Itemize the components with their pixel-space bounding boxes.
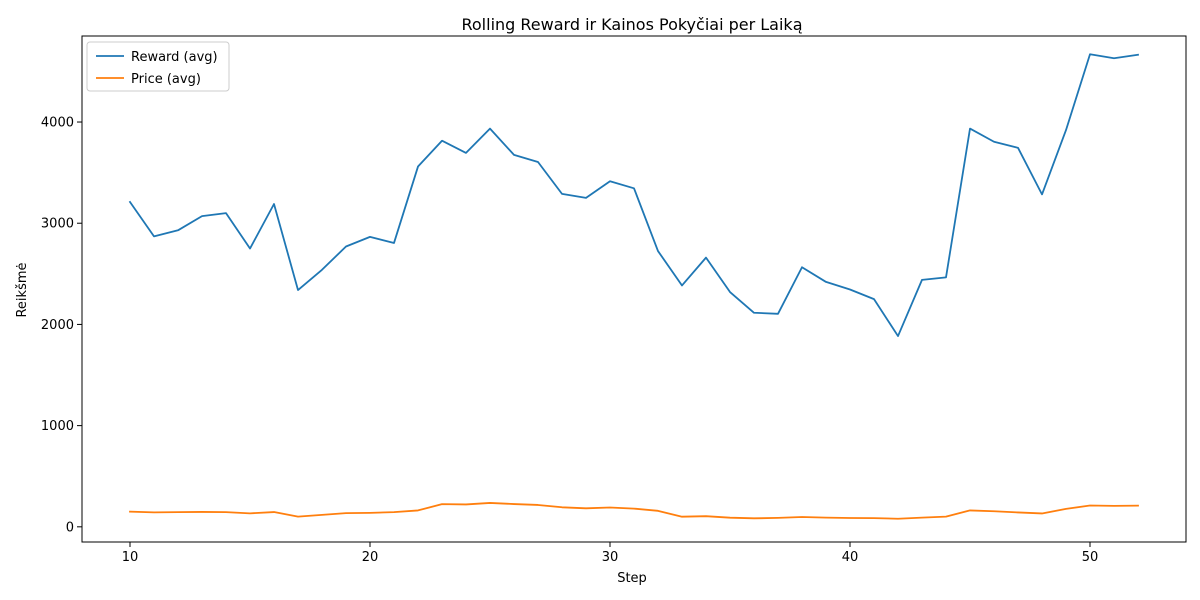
y-tick-label: 4000 [41, 116, 74, 131]
y-axis-label: Reikšmė [15, 262, 30, 317]
y-tick-label: 0 [66, 520, 74, 535]
x-tick-label: 50 [1082, 550, 1099, 565]
y-tick-label: 2000 [41, 318, 74, 333]
x-tick-label: 30 [602, 550, 619, 565]
x-tick-label: 10 [122, 550, 139, 565]
legend-label-price: Price (avg) [131, 72, 201, 87]
x-tick-label: 40 [842, 550, 859, 565]
legend: Reward (avg) Price (avg) [86, 41, 230, 92]
chart-title: Rolling Reward ir Kainos Pokyčiai per La… [461, 15, 802, 34]
legend-label-reward: Reward (avg) [131, 50, 218, 65]
x-axis-label: Step [617, 571, 647, 586]
y-axis-ticks: 0 1000 2000 3000 4000 [41, 116, 82, 535]
series-line-price [129, 502, 1139, 520]
series-line-reward [128, 53, 1140, 337]
plot-frame [81, 35, 1187, 543]
x-axis-ticks: 10 20 30 40 50 [122, 542, 1099, 565]
plot-lines [128, 53, 1140, 520]
y-tick-label: 3000 [41, 217, 74, 232]
x-tick-label: 20 [362, 550, 379, 565]
y-tick-label: 1000 [41, 419, 74, 434]
